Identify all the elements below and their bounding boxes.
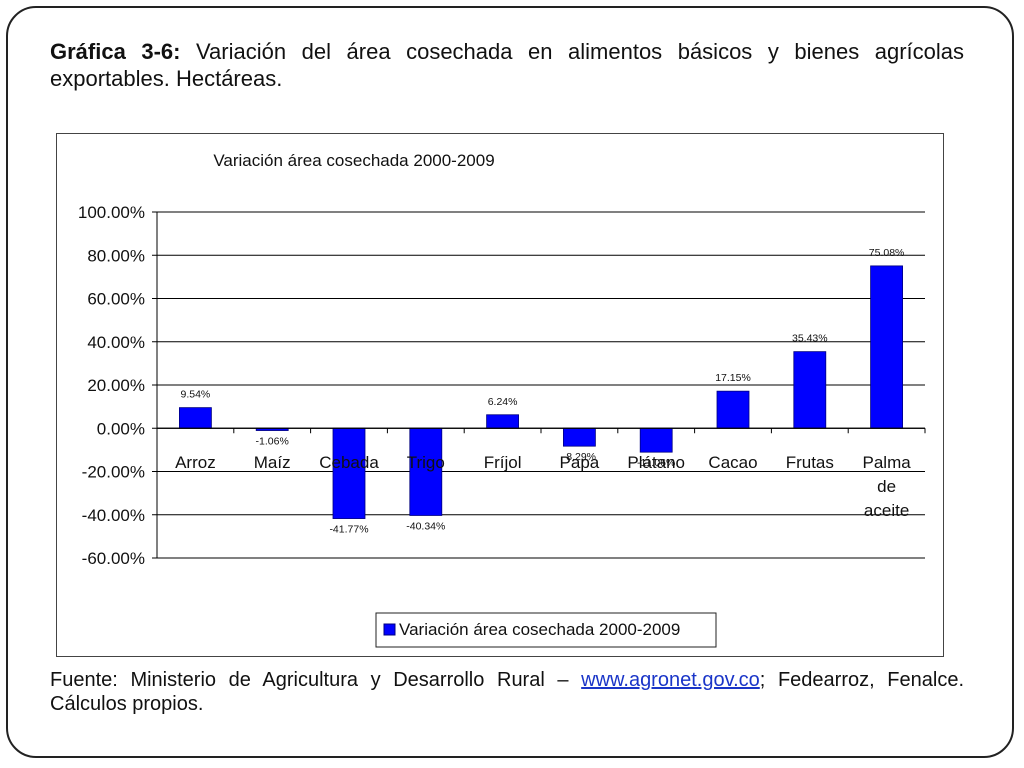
category-label: Fríjol bbox=[484, 453, 522, 472]
legend: Variación área cosechada 2000-2009 bbox=[375, 612, 717, 648]
chart-container: Variación área cosechada 2000-2009 100.0… bbox=[56, 133, 944, 657]
x-axis bbox=[156, 427, 926, 434]
category-labels: Arroz Maíz Cebada Trigo Fríjol Papa Plátano Cac… bbox=[175, 453, 911, 520]
caption-label: Gráfica 3-6: bbox=[50, 39, 181, 64]
category-label: Frutas bbox=[786, 453, 834, 472]
bar bbox=[870, 265, 903, 429]
figure-caption: Gráfica 3-6: Variación del área cosechad… bbox=[50, 38, 964, 92]
y-tick-label: 40.00% bbox=[87, 333, 145, 352]
category-label: Plátano bbox=[627, 453, 685, 472]
data-label: 9.54% bbox=[181, 389, 211, 401]
bar bbox=[793, 351, 827, 429]
category-label: aceite bbox=[864, 501, 909, 520]
legend-box bbox=[375, 612, 717, 648]
category-label: Palma bbox=[863, 453, 912, 472]
category-label: Arroz bbox=[175, 453, 216, 472]
category-label: Cacao bbox=[708, 453, 757, 472]
legend-swatch bbox=[383, 623, 396, 636]
category-label: Cebada bbox=[319, 453, 379, 472]
y-tick-label: 20.00% bbox=[87, 376, 145, 395]
category-label: Papa bbox=[560, 453, 600, 472]
bar bbox=[716, 390, 750, 429]
y-tick-label: 0.00% bbox=[97, 419, 145, 438]
y-tick-label: 80.00% bbox=[87, 246, 145, 265]
bar-chart: Variación área cosechada 2000-2009 100.0… bbox=[78, 151, 926, 648]
source-suffix: ; Fedearroz, Fenalce. Cálculos propios. bbox=[50, 669, 964, 715]
data-label: 6.24% bbox=[488, 396, 518, 408]
data-label: 35.43% bbox=[792, 333, 828, 345]
bar bbox=[486, 414, 520, 429]
bars bbox=[179, 265, 903, 519]
bar bbox=[179, 407, 212, 429]
legend-label: Variación área cosechada 2000-2009 bbox=[399, 620, 680, 639]
data-label: 75.08% bbox=[869, 247, 905, 259]
category-label: Trigo bbox=[407, 453, 445, 472]
data-label: -1.06% bbox=[256, 436, 289, 448]
caption-text: Variación del área cosechada en alimento… bbox=[50, 39, 964, 91]
data-label: 17.15% bbox=[715, 372, 751, 384]
bar bbox=[332, 427, 366, 519]
data-label: -11.06% bbox=[637, 457, 675, 469]
data-labels: 9.54% -1.06% -41.77% -40.34% 6.24% -8.29% -11.… bbox=[181, 247, 905, 536]
bar bbox=[562, 427, 596, 447]
category-label: Maíz bbox=[254, 453, 291, 472]
data-label: -40.34% bbox=[406, 520, 445, 532]
y-tick-label: -40.00% bbox=[82, 506, 145, 525]
data-label: -41.77% bbox=[329, 524, 368, 536]
y-tick-label: 100.00% bbox=[78, 203, 145, 222]
y-tick-label: -20.00% bbox=[82, 463, 145, 482]
y-axis-ticks: 100.00% 80.00% 60.00% 40.00% 20.00% 0.00% -20.… bbox=[78, 203, 157, 568]
category-label: de bbox=[877, 477, 896, 496]
data-label: -8.29% bbox=[563, 451, 596, 463]
source-note: Fuente: Ministerio de Agricultura y Desa… bbox=[50, 668, 964, 716]
source-link[interactable]: www.agronet.gov.co bbox=[581, 669, 760, 691]
y-tick-label: -60.00% bbox=[82, 549, 145, 568]
source-prefix: Fuente: Ministerio de Agricultura y Desa… bbox=[50, 669, 582, 691]
y-tick-label: 60.00% bbox=[87, 290, 145, 309]
chart-title: Variación área cosechada 2000-2009 bbox=[213, 151, 494, 170]
bar bbox=[639, 427, 673, 453]
